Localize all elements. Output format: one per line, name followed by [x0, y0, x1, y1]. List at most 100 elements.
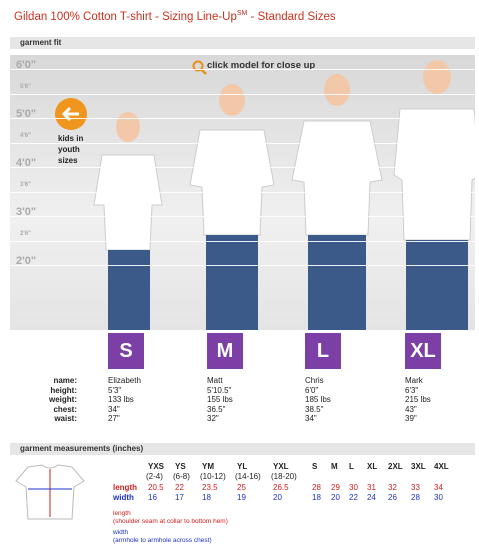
column-size: M — [331, 462, 338, 471]
kids-arrow-icon[interactable] — [54, 97, 88, 131]
section-bar: garment measurements (inches) — [10, 443, 475, 455]
photo[interactable]: click model for close up kids in youth s… — [10, 55, 475, 330]
column-size: YM — [202, 462, 214, 471]
column-size: L — [349, 462, 354, 471]
model-detail: 185 lbs — [305, 395, 331, 404]
cell: 19 — [237, 493, 246, 502]
model-detail: 38.5" — [305, 404, 324, 414]
column-size: YL — [237, 462, 248, 471]
cell: 22 — [175, 483, 184, 492]
row-label: weight: — [49, 395, 77, 404]
ruler-line — [10, 69, 475, 70]
column-range: (2-4) — [146, 472, 163, 481]
cell: 34 — [434, 483, 443, 492]
model-detail: Mark — [405, 376, 423, 385]
close-up-link[interactable]: click model for close up — [207, 60, 316, 71]
row-label: name: — [53, 376, 77, 385]
cell: 25 — [237, 483, 246, 492]
size-badge: M — [207, 333, 243, 369]
column-size: XL — [367, 462, 378, 471]
cell: 16 — [148, 493, 157, 502]
model-detail: 32" — [207, 414, 219, 423]
ruler-label: 5'6" — [20, 83, 31, 90]
ruler-label: 2'0" — [16, 255, 37, 267]
ruler-label: 5'0" — [16, 108, 37, 120]
column-size: YS — [175, 462, 186, 471]
column-range: (6-8) — [173, 472, 190, 481]
ruler-line — [10, 191, 475, 193]
cell: 33 — [411, 483, 420, 492]
jeans — [108, 235, 468, 330]
note-detail: (armhole to armhole across chest) — [113, 537, 212, 544]
ruler-line — [10, 93, 475, 95]
model-detail: Chris — [305, 376, 324, 385]
column-size: YXL — [273, 462, 289, 471]
cell: 17 — [175, 493, 184, 502]
cell: 31 — [367, 483, 376, 492]
model-detail: 215 lbs — [405, 395, 431, 404]
column-size: 2XL — [388, 462, 403, 471]
model-detail: 34" — [305, 414, 317, 423]
model-detail: 34" — [108, 404, 120, 414]
title: Gildan 100% Cotton T-shirt - Sizing Line… — [14, 10, 336, 23]
note-detail: (shoulder seam at collar to bottom hem) — [113, 518, 228, 525]
row-label: length — [113, 483, 137, 492]
ruler-line — [10, 142, 475, 144]
section-heading: garment fit — [20, 38, 62, 47]
cell: 22 — [349, 493, 358, 502]
model-detail: 155 lbs — [207, 395, 233, 404]
ruler-label: 3'0" — [16, 206, 37, 218]
title-text: Gildan 100% Cotton T-shirt - Sizing Line… — [14, 10, 237, 23]
model-detail: 5'10.5" — [207, 385, 232, 395]
column-size: YXS — [148, 462, 165, 471]
model-detail: Elizabeth — [108, 376, 141, 385]
ruler-label: 3'6" — [20, 181, 31, 188]
size-badge: L — [305, 333, 341, 369]
column-range: (10-12) — [200, 472, 226, 481]
note-label: width — [113, 529, 129, 536]
title-suffix: - Standard Sizes — [247, 10, 336, 23]
kids-link[interactable]: kids in youth sizes — [58, 134, 84, 165]
cell: 26.5 — [273, 483, 289, 492]
cell: 20 — [273, 493, 282, 502]
ruler-label: 4'6" — [20, 132, 31, 139]
row-label: width — [113, 493, 134, 502]
cell: 18 — [202, 493, 211, 502]
model-detail: 133 lbs — [108, 395, 134, 404]
column-size: S — [312, 462, 318, 471]
column-size: 4XL — [434, 462, 449, 471]
ruler-line — [10, 118, 475, 119]
cell: 28 — [312, 483, 321, 492]
shirts — [93, 108, 475, 251]
model-detail: 6'3" — [405, 385, 419, 395]
size-badge: S — [108, 333, 144, 369]
cell: 20.5 — [148, 483, 164, 492]
model-detail: 6'0" — [305, 385, 319, 395]
model-detail: 39" — [405, 414, 417, 423]
note-label: length — [113, 510, 131, 517]
cell: 28 — [411, 493, 420, 502]
cell: 23.5 — [202, 483, 218, 492]
model-detail: 36.5" — [207, 404, 226, 414]
cell: 18 — [312, 493, 321, 502]
row-label: height: — [50, 385, 77, 395]
model-detail: Matt — [207, 376, 223, 385]
column-size: 3XL — [411, 462, 426, 471]
row-label: waist: — [54, 414, 77, 423]
size-badge: XL — [405, 333, 441, 369]
heads — [116, 60, 451, 142]
section-bar: garment fit — [10, 37, 475, 49]
ruler-label: 4'0" — [16, 157, 37, 169]
cell: 30 — [434, 493, 443, 502]
tshirt-diagram — [15, 464, 85, 520]
column-range: (18-20) — [271, 472, 297, 481]
column-range: (14-16) — [235, 472, 261, 481]
cell: 30 — [349, 483, 358, 492]
model-detail: 27" — [108, 414, 120, 423]
model-detail: 5'3" — [108, 385, 122, 395]
cell: 32 — [388, 483, 397, 492]
section-heading: garment measurements (inches) — [20, 444, 144, 453]
cell: 20 — [331, 493, 340, 502]
row-label: chest: — [53, 404, 77, 414]
